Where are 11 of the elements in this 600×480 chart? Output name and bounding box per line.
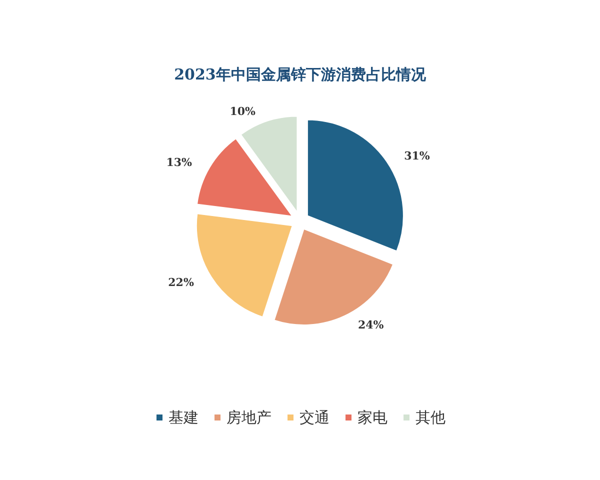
- legend-label: 交通: [300, 408, 330, 426]
- data-label: 31%: [404, 150, 430, 163]
- data-label: 10%: [230, 104, 256, 118]
- chart-title: 2023年中国金属锌下游消费占比情况: [174, 66, 427, 84]
- legend-label: 基建: [168, 408, 198, 426]
- legend-label: 家电: [358, 408, 388, 426]
- legend-label: 房地产: [226, 408, 272, 426]
- legend-label: 其他: [416, 408, 446, 426]
- data-label: 24%: [358, 318, 384, 332]
- data-label: 13%: [166, 156, 193, 169]
- data-label: 22%: [168, 276, 194, 289]
